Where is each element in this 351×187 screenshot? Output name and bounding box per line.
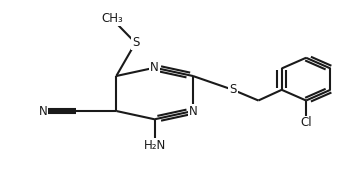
Text: N: N bbox=[150, 61, 159, 74]
Text: S: S bbox=[229, 83, 237, 96]
Text: CH₃: CH₃ bbox=[101, 12, 123, 25]
Text: N: N bbox=[188, 105, 197, 117]
Text: N: N bbox=[39, 105, 47, 117]
Text: Cl: Cl bbox=[300, 117, 312, 129]
Text: S: S bbox=[132, 36, 139, 49]
Text: H₂N: H₂N bbox=[144, 139, 166, 152]
